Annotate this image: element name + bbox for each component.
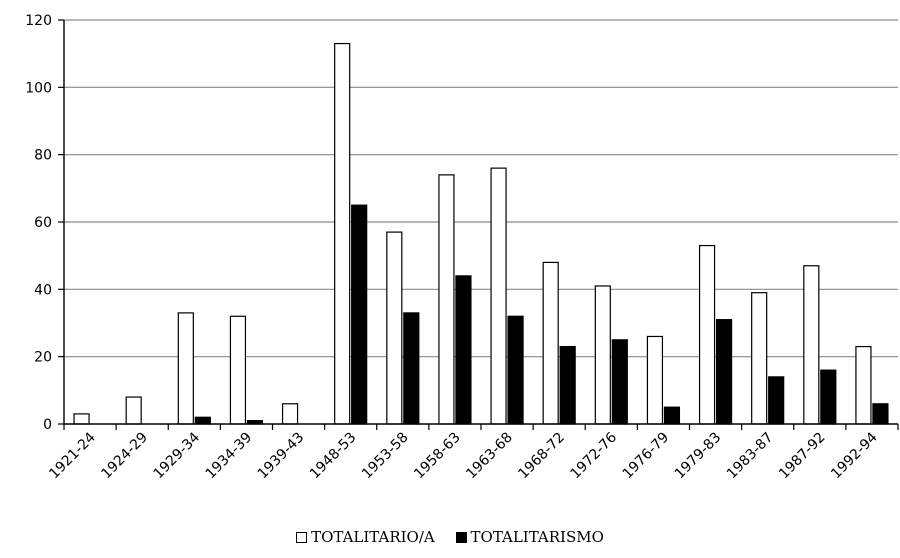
bar-totalitarismo <box>351 204 368 425</box>
legend-swatch-totalitarismo <box>455 531 467 543</box>
bar-totalitarismo <box>820 369 837 425</box>
x-tick-label: 1939-43 <box>255 430 308 483</box>
bar-totalitarismo <box>455 275 472 425</box>
x-tick-label: 1983-87 <box>724 430 777 483</box>
legend-label-totalitarismo: TOTALITARISMO <box>470 528 604 546</box>
x-tick-label: 1979-83 <box>672 430 725 483</box>
bar-totalitarismo <box>663 406 681 425</box>
x-tick-label: 1929-34 <box>150 429 203 482</box>
legend-swatch-totalitario <box>296 531 308 543</box>
x-tick-label: 1976-79 <box>620 430 673 483</box>
bar-totalitario <box>229 315 247 425</box>
bar-totalitario <box>334 42 351 425</box>
x-axis-ticks: 1921-24 1924-29 1929-34 1934-39 1939-43 1948-… <box>46 424 899 483</box>
bar-totalitario <box>751 292 768 425</box>
bar-totalitarismo <box>403 312 420 425</box>
bar-totalitario <box>281 403 299 425</box>
x-tick-label: 1958-63 <box>411 430 464 483</box>
x-tick-label: 1968-72 <box>515 430 568 483</box>
bar-totalitarismo <box>715 319 733 425</box>
legend: TOTALITARIO/A TOTALITARISMO <box>0 528 900 547</box>
y-tick-label: 60 <box>34 215 52 231</box>
bar-totalitarismo <box>611 339 628 425</box>
x-tick-label: 1963-68 <box>463 430 516 483</box>
bar-totalitario <box>125 396 142 425</box>
bar-totalitario <box>438 174 455 425</box>
bar-totalitario <box>698 244 716 425</box>
y-tick-label: 40 <box>34 282 52 298</box>
x-tick-label: 1987-92 <box>776 430 829 483</box>
x-tick-label: 1953-58 <box>359 430 412 483</box>
bar-totalitario <box>490 167 507 425</box>
bar-totalitarismo <box>559 345 576 425</box>
x-tick-label: 1921-24 <box>46 429 99 482</box>
bar-totalitario <box>803 265 820 425</box>
x-tick-label: 1924-29 <box>98 430 151 483</box>
x-tick-label: 1934-39 <box>203 430 256 483</box>
bar-totalitario <box>646 335 664 425</box>
bar-totalitarismo <box>768 376 785 425</box>
y-tick-label: 80 <box>34 148 52 164</box>
y-tick-label: 100 <box>25 80 52 96</box>
y-tick-label: 20 <box>34 350 52 366</box>
x-tick-label: 1992-94 <box>828 429 881 482</box>
y-axis-ticks: 0 20 40 60 80 100 120 <box>25 13 64 433</box>
legend-item-totalitario: TOTALITARIO/A <box>296 528 435 546</box>
x-tick-label: 1948-53 <box>307 430 360 483</box>
bar-totalitarismo <box>507 315 524 425</box>
x-tick-label: 1972-76 <box>567 429 620 482</box>
bar-totalitarismo <box>872 403 889 425</box>
bar-totalitario <box>177 312 194 425</box>
bar-totalitario <box>73 413 90 425</box>
legend-label-totalitario: TOTALITARIO/A <box>311 528 435 546</box>
bar-totalitario <box>855 345 872 425</box>
legend-item-totalitarismo: TOTALITARISMO <box>455 528 604 546</box>
gridlines <box>64 19 898 358</box>
bar-totalitarismo <box>194 416 211 425</box>
y-tick-label: 120 <box>25 13 52 29</box>
y-tick-label: 0 <box>43 417 52 433</box>
bar-totalitario <box>542 261 559 425</box>
bar-totalitario <box>386 231 403 425</box>
bars <box>73 42 889 425</box>
bar-totalitario <box>594 285 611 425</box>
